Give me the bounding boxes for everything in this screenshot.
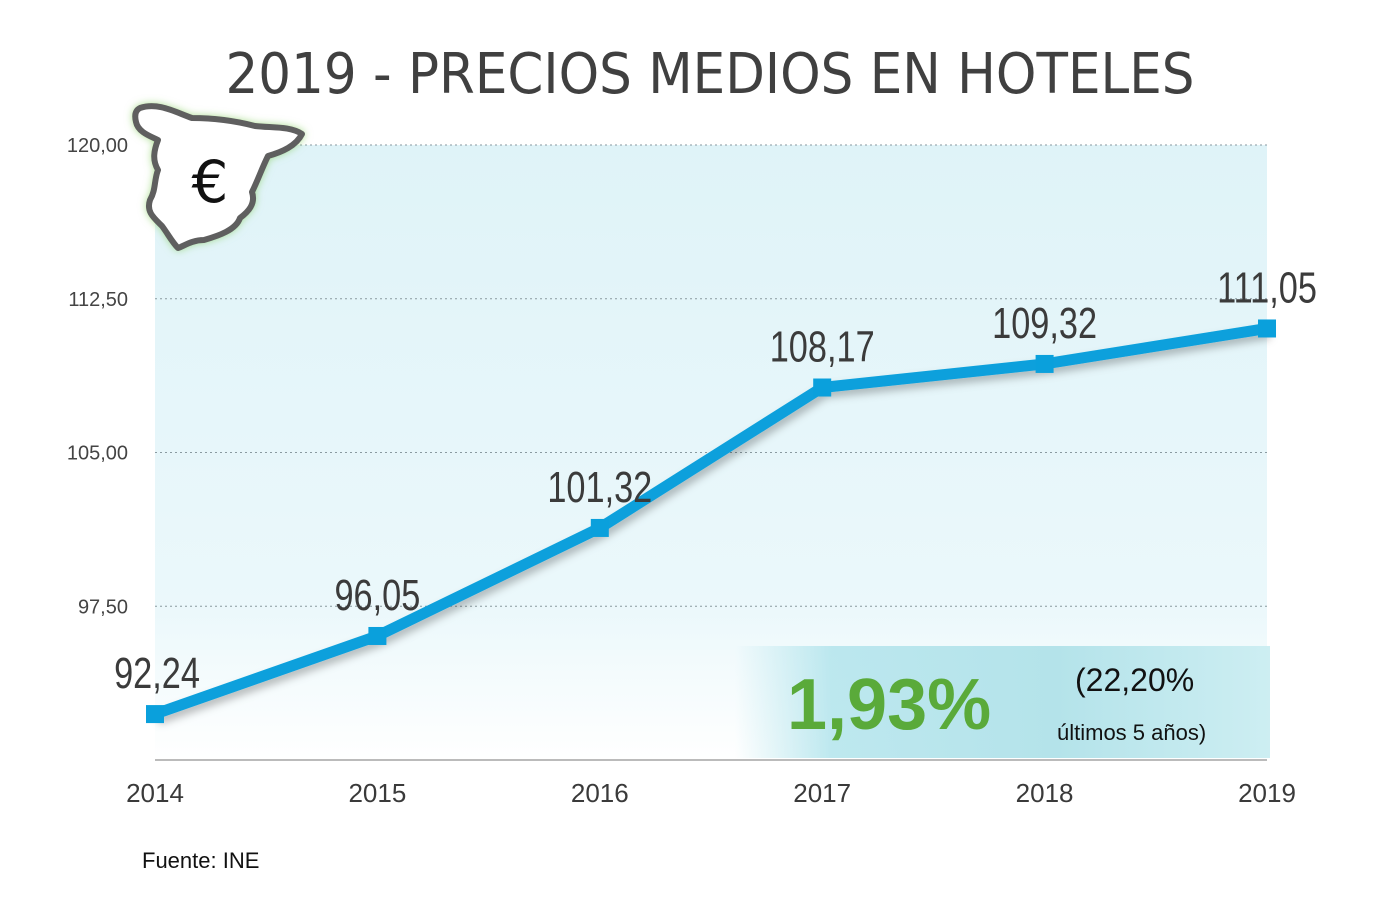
y-axis-ticks: 97,50 105,00 112,50 120,00 <box>67 135 128 618</box>
data-point <box>1035 354 1054 373</box>
x-axis-ticks: 2014 2015 2016 2017 2018 2019 <box>126 778 1296 808</box>
data-markers <box>146 319 1276 724</box>
data-label: 96,05 <box>334 571 420 620</box>
summary-box: 1,93% (22,20% últimos 5 años) <box>735 646 1270 758</box>
total-growth-value: (22,20% <box>1075 662 1195 698</box>
x-tick-label: 2017 <box>793 778 851 808</box>
data-label: 109,32 <box>992 299 1097 348</box>
chart-title: 2019 - PRECIOS MEDIOS EN HOTELES <box>225 42 1195 107</box>
data-label: 111,05 <box>1217 263 1317 312</box>
data-point <box>590 518 609 537</box>
y-tick-label: 97,50 <box>78 596 128 618</box>
source-note: Fuente: INE <box>142 848 260 873</box>
x-tick-label: 2015 <box>348 778 406 808</box>
data-label: 101,32 <box>547 463 652 512</box>
annual-growth-value: 1,93% <box>787 665 992 745</box>
x-tick-label: 2014 <box>126 778 184 808</box>
y-tick-label: 112,50 <box>68 289 128 311</box>
data-point <box>1258 319 1276 338</box>
data-label: 108,17 <box>770 322 875 371</box>
series-line <box>153 323 1268 720</box>
y-tick-label: 120,00 <box>67 135 128 157</box>
data-labels: 92,24 96,05 101,32 108,17 109,32 111,05 <box>114 263 1317 698</box>
euro-symbol: € <box>192 148 229 216</box>
y-tick-label: 105,00 <box>67 443 128 465</box>
data-point <box>146 705 164 724</box>
x-tick-label: 2019 <box>1238 778 1296 808</box>
data-point <box>368 626 387 645</box>
x-tick-label: 2016 <box>571 778 629 808</box>
data-point <box>813 378 832 397</box>
data-label: 92,24 <box>114 649 200 698</box>
x-tick-label: 2018 <box>1016 778 1074 808</box>
total-growth-period: últimos 5 años) <box>1057 720 1207 745</box>
spain-map-icon: € <box>132 103 305 251</box>
